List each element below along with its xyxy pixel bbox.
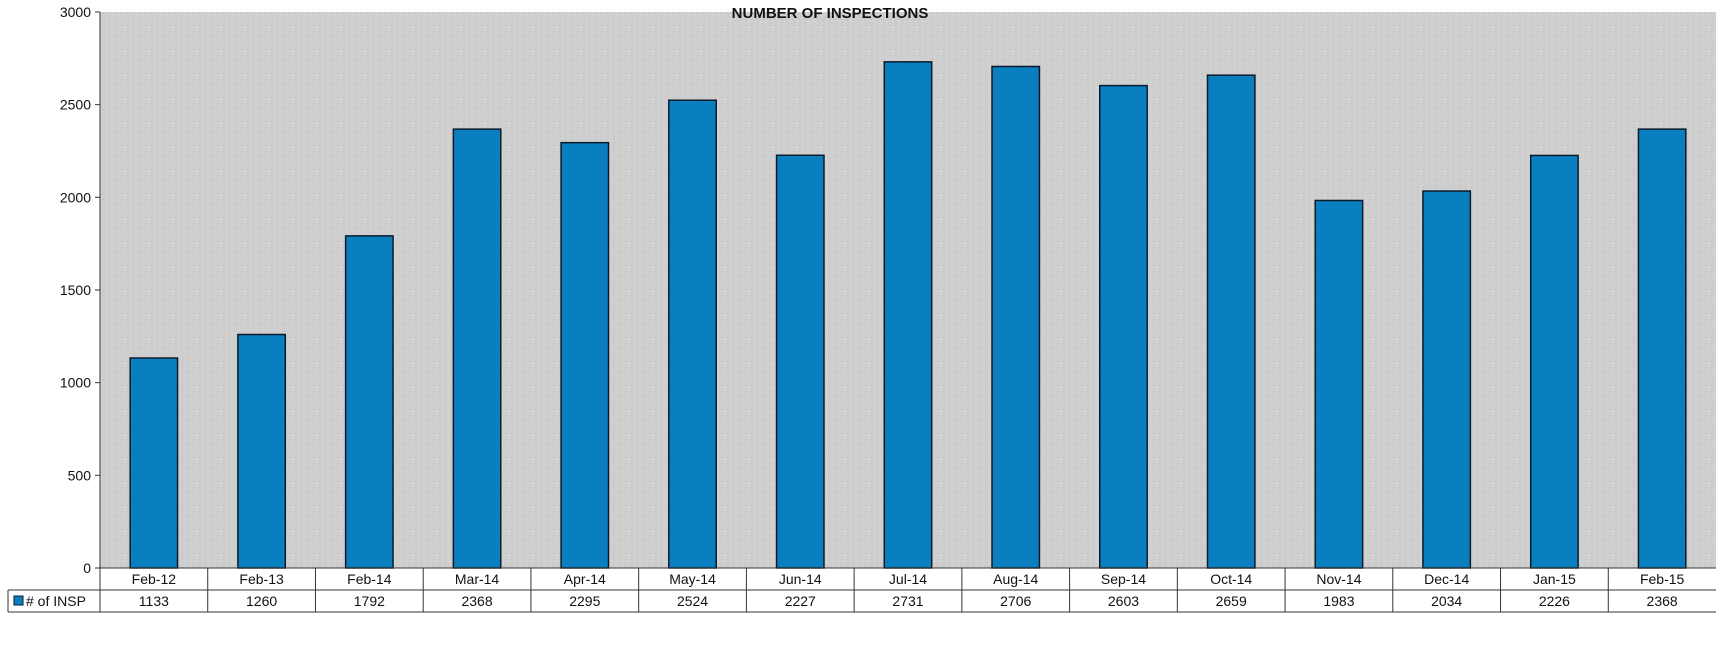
y-axis-ticks: 0 500 1000 1500 2000 2500 3000 <box>60 4 100 576</box>
bar-apr-14 <box>560 141 610 569</box>
x-tick-label: Feb-14 <box>347 571 392 587</box>
bar-oct-14 <box>1206 74 1256 569</box>
x-tick-label: Jul-14 <box>889 571 927 587</box>
bar-jul-14 <box>883 61 933 569</box>
bar-aug-14 <box>991 65 1041 569</box>
bars <box>129 61 1687 569</box>
y-tick-label: 1500 <box>60 282 91 298</box>
data-label: 2659 <box>1216 593 1247 609</box>
y-tick-label: 0 <box>83 560 91 576</box>
data-label: 2368 <box>461 593 492 609</box>
data-label: 1260 <box>246 593 277 609</box>
x-tick-label: Aug-14 <box>993 571 1038 587</box>
data-label: 2368 <box>1647 593 1678 609</box>
legend-label: # of INSP <box>26 593 86 609</box>
y-tick-label: 2000 <box>60 189 91 205</box>
y-tick-label: 1000 <box>60 375 91 391</box>
data-label: 2731 <box>892 593 923 609</box>
bar-jan-15 <box>1529 154 1579 569</box>
bar-dec-14 <box>1422 190 1472 569</box>
data-label: 2295 <box>569 593 600 609</box>
bar-feb-15 <box>1637 128 1687 569</box>
data-label: 1983 <box>1323 593 1354 609</box>
x-tick-label: Feb-12 <box>132 571 177 587</box>
bar-jun-14 <box>775 154 825 569</box>
x-tick-label: Feb-13 <box>239 571 284 587</box>
bar-feb-14 <box>344 235 394 569</box>
x-tick-label: Jan-15 <box>1533 571 1576 587</box>
y-tick-label: 3000 <box>60 4 91 20</box>
bar-nov-14 <box>1314 199 1364 569</box>
data-label: 2706 <box>1000 593 1031 609</box>
bar-feb-13 <box>237 333 287 569</box>
data-label: 2603 <box>1108 593 1139 609</box>
y-tick-label: 2500 <box>60 97 91 113</box>
bar-sep-14 <box>1099 84 1148 569</box>
x-tick-label: Feb-15 <box>1640 571 1685 587</box>
legend-swatch <box>13 595 24 606</box>
data-label: 1133 <box>139 593 169 609</box>
chart-title: NUMBER OF INSPECTIONS <box>732 5 929 22</box>
x-tick-label: Dec-14 <box>1424 571 1469 587</box>
data-label: 2226 <box>1539 593 1570 609</box>
x-tick-label: May-14 <box>669 571 716 587</box>
x-tick-label: Jun-14 <box>779 571 822 587</box>
bar-may-14 <box>668 99 717 569</box>
x-tick-label: Sep-14 <box>1101 571 1146 587</box>
x-tick-label: Mar-14 <box>455 571 500 587</box>
y-tick-label: 500 <box>68 467 92 483</box>
x-tick-label: Apr-14 <box>564 571 606 587</box>
x-tick-label: Oct-14 <box>1210 571 1252 587</box>
data-label: 2524 <box>677 593 708 609</box>
data-label: 2227 <box>785 593 816 609</box>
x-tick-label: Nov-14 <box>1316 571 1361 587</box>
bar-feb-12 <box>129 357 179 569</box>
bar-mar-14 <box>452 128 502 569</box>
data-table: # of INSP Feb-12 1133 Feb-13 1260 Feb-14 1792 M… <box>7 567 1716 613</box>
data-label: 2034 <box>1431 593 1462 609</box>
data-label: 1792 <box>354 593 385 609</box>
